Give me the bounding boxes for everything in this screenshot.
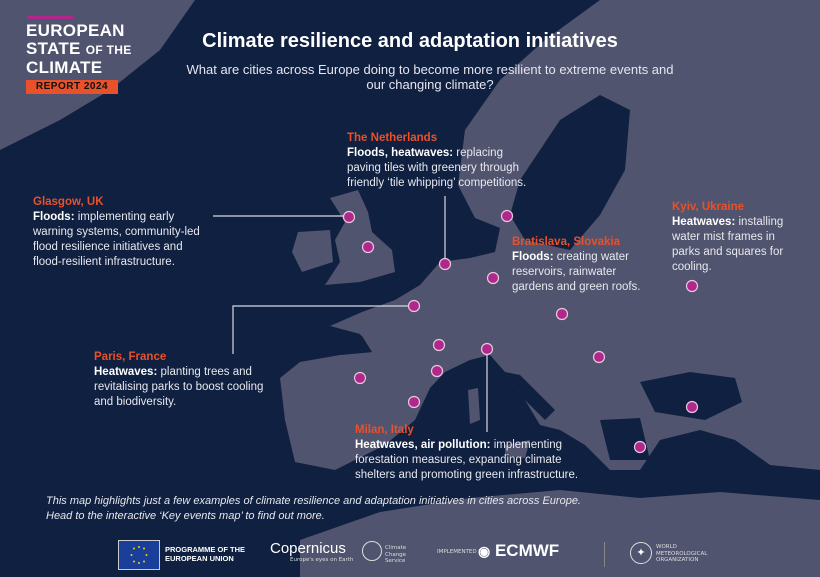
copernicus-wordmark: Copernicus xyxy=(270,540,346,557)
c3s-icon xyxy=(362,541,382,561)
footnote-line-2: Head to the interactive ‘Key events map’… xyxy=(46,510,325,522)
callout-milan: Milan, Italy Heatwaves, air pollution: i… xyxy=(355,423,590,483)
c3s-label: Climate Change Service xyxy=(385,545,407,564)
logo-line-2a: STATE xyxy=(26,39,81,58)
marker-istanbul xyxy=(685,400,699,414)
land-greenland-iceland xyxy=(0,0,195,150)
sea-bay-of-biscay xyxy=(330,326,372,355)
callout-city: Glasgow, UK xyxy=(33,196,104,208)
report-year-badge: REPORT 2024 xyxy=(26,80,118,94)
callout-hazard: Floods, heatwaves: xyxy=(347,147,454,159)
callout-city: Bratislava, Slovakia xyxy=(512,236,621,248)
wmo-label: WORLD METEOROLOGICAL ORGANIZATION xyxy=(656,544,708,563)
callout-text: implementing early warning systems, comm… xyxy=(33,211,200,268)
logo-line-2b: OF THE xyxy=(85,43,132,57)
callout-text: planting trees and revitalising parks to… xyxy=(94,366,264,408)
callout-hazard: Floods: xyxy=(512,251,554,263)
marker-milan xyxy=(480,342,494,356)
land-ireland xyxy=(292,230,333,272)
land-sardinia-corsica xyxy=(468,388,480,424)
footer-divider xyxy=(604,542,605,567)
copernicus-tagline: Europe's eyes on Earth xyxy=(290,557,354,563)
ecmwf-logo: ◉ ECMWF xyxy=(478,541,559,561)
logo-line-3: CLIMATE xyxy=(26,58,103,77)
marker-glasgow xyxy=(342,210,356,224)
land-great-britain xyxy=(325,190,395,285)
marker-athens xyxy=(633,440,647,454)
callout-hazard: Heatwaves, air pollution: xyxy=(355,439,491,451)
sea-adriatic xyxy=(505,372,555,420)
callout-paris: Paris, France Heatwaves: planting trees … xyxy=(94,350,269,410)
callout-bratislava: Bratislava, Slovakia Floods: creating wa… xyxy=(512,235,642,295)
ecmwf-wordmark: ECMWF xyxy=(494,541,560,560)
callout-city: Kyiv, Ukraine xyxy=(672,201,745,213)
callout-city: The Netherlands xyxy=(347,132,438,144)
callout-text: creating water reservoirs, rainwater gar… xyxy=(512,251,641,293)
implemented-by-label: IMPLEMENTED BY xyxy=(437,549,486,555)
marker-berlin xyxy=(486,271,500,285)
callout-text: installing water mist frames in parks an… xyxy=(672,216,784,273)
marker-copenhagen xyxy=(500,209,514,223)
callout-kyiv: Kyiv, Ukraine Heatwaves: installing wate… xyxy=(672,200,802,275)
copernicus-logo: Copernicus Europe's eyes on Earth xyxy=(270,540,353,564)
eu-flag-icon xyxy=(118,540,160,570)
marker-kyiv xyxy=(685,279,699,293)
page-subtitle: What are cities across Europe doing to b… xyxy=(186,62,674,92)
map-footnote: This map highlights just a few examples … xyxy=(46,494,581,524)
logo-accent-bar xyxy=(27,16,73,19)
marker-paris xyxy=(407,299,421,313)
marker-belgrade xyxy=(592,350,606,364)
marker-lyon xyxy=(432,338,446,352)
footnote-line-1: This map highlights just a few examples … xyxy=(46,495,581,507)
land-africa xyxy=(300,490,820,577)
report-logo: EUROPEAN STATE OF THE CLIMATE xyxy=(26,22,132,77)
callout-netherlands: The Netherlands Floods, heatwaves: repla… xyxy=(347,131,532,191)
ecmwf-icon: ◉ xyxy=(478,543,491,559)
page-title: Climate resilience and adaptation initia… xyxy=(202,30,618,52)
sea-baltic xyxy=(510,95,630,250)
callout-hazard: Heatwaves: xyxy=(94,366,158,378)
marker-netherlands xyxy=(438,257,452,271)
callout-text: implementing forestation measures, expan… xyxy=(355,439,579,481)
land-sicily xyxy=(505,440,530,458)
callout-city: Paris, France xyxy=(94,351,167,363)
eu-programme-label: PROGRAMME OF THE EUROPEAN UNION xyxy=(165,545,245,563)
marker-bratislava xyxy=(555,307,569,321)
callout-hazard: Heatwaves: xyxy=(672,216,736,228)
callout-text: replacing paving tiles with greenery thr… xyxy=(347,147,527,189)
marker-uk-midlands xyxy=(361,240,375,254)
callout-hazard: Floods: xyxy=(33,211,75,223)
callout-glasgow: Glasgow, UK Floods: implementing early w… xyxy=(33,195,213,270)
leader-paris xyxy=(232,305,410,354)
marker-marseille xyxy=(430,364,444,378)
marker-spain-north xyxy=(353,371,367,385)
callout-city: Milan, Italy xyxy=(355,424,414,436)
logo-line-1: EUROPEAN xyxy=(26,21,125,40)
marker-barcelona xyxy=(407,395,421,409)
sea-black xyxy=(640,372,742,420)
wmo-emblem-icon: ✦ xyxy=(630,542,652,564)
